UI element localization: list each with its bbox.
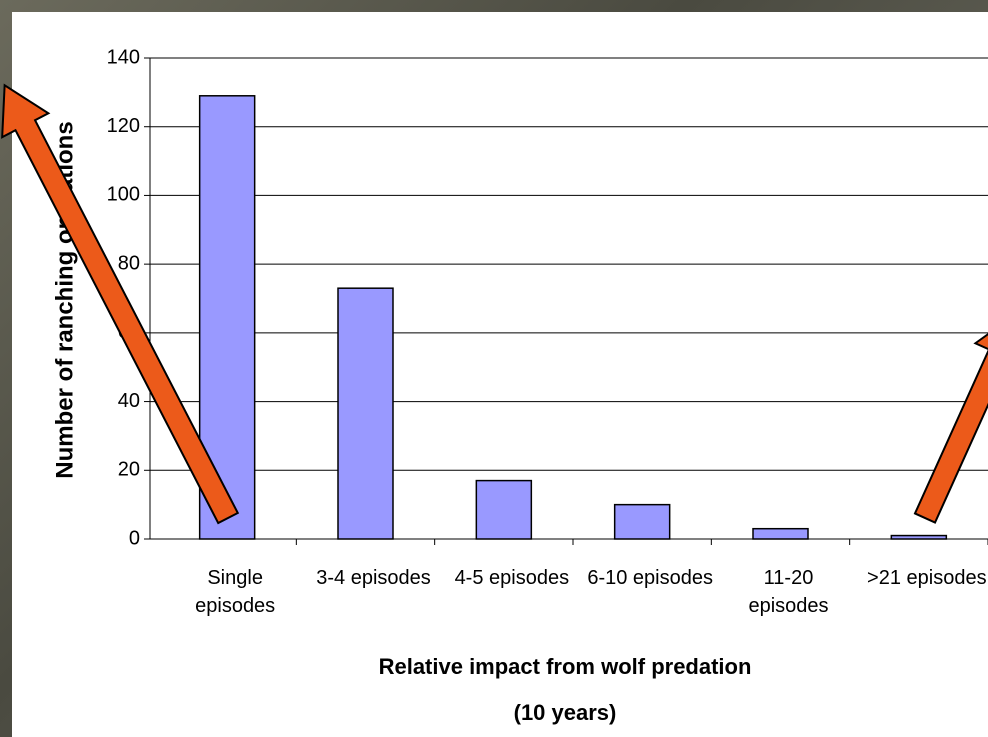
x-tick-label: Single episodes [195, 567, 276, 617]
arrow [1, 83, 240, 525]
y-tick-label: 100 [107, 184, 140, 206]
y-tick-label: 40 [118, 390, 140, 412]
y-tick-label: 140 [107, 46, 140, 68]
arrow [913, 311, 988, 524]
x-tick-label: 3-4 episodes [316, 567, 431, 589]
bar [337, 287, 394, 540]
x-tick-label: 11-20 episodes [748, 567, 829, 617]
y-tick-label: 20 [118, 459, 140, 481]
x-axis-title: Relative impact from wolf predation (10 … [378, 654, 752, 725]
x-tick-label: >21 episodes [867, 567, 987, 589]
y-tick-label: 80 [118, 252, 140, 274]
y-tick-label: 120 [107, 115, 140, 137]
y-tick-label: 0 [129, 527, 140, 549]
bar [475, 479, 533, 540]
x-tick-label: 6-10 episodes [587, 567, 713, 589]
x-tick-label: 4-5 episodes [454, 567, 570, 589]
chart-panel [12, 12, 988, 737]
bar [613, 503, 671, 540]
